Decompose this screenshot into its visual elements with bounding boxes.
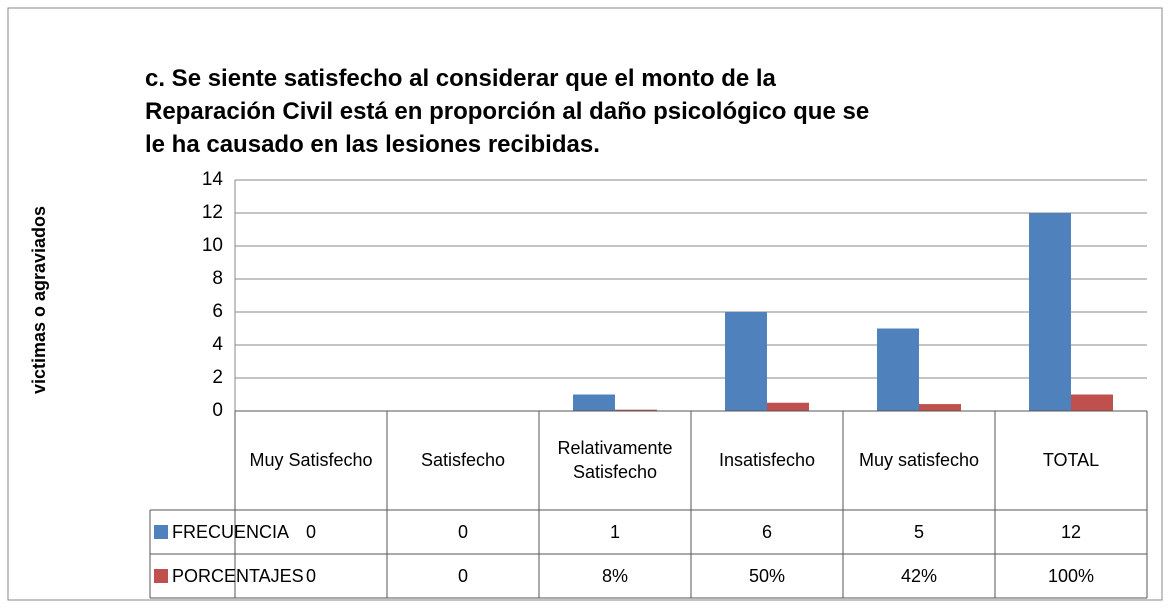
table-value: 1 (610, 522, 620, 542)
bar (1071, 394, 1113, 411)
x-tick-label-box: Muy satisfecho (858, 449, 980, 470)
bar (615, 409, 657, 411)
bar (573, 394, 615, 411)
legend-label: PORCENTAJES (172, 566, 304, 586)
table-value: 50% (749, 566, 785, 586)
x-tick-label: Muy Satisfecho (249, 449, 373, 470)
x-tick-label: Insatisfecho (718, 449, 816, 470)
y-tick-label: 6 (212, 301, 223, 322)
legend-key (154, 569, 168, 583)
y-tick-label: 0 (212, 400, 223, 421)
table-value: 42% (901, 566, 937, 586)
bar (767, 402, 809, 411)
y-axis-label: victimas o agraviados (29, 206, 49, 394)
x-tick-label: TOTAL (1042, 449, 1100, 470)
y-tick-label: 12 (202, 202, 223, 223)
table-value: 8% (602, 566, 628, 586)
x-tick-label-box: Relativamente Satisfecho (557, 438, 673, 482)
table-value: 0 (306, 522, 316, 542)
bar (877, 328, 919, 411)
x-tick-label-box: Muy Satisfecho (249, 449, 373, 470)
table-value: 0 (458, 522, 468, 542)
chart-title: c. Se siente satisfecho al considerar qu… (145, 65, 870, 158)
title-box: c. Se siente satisfecho al considerar qu… (145, 65, 870, 158)
bar (725, 312, 767, 411)
y-tick-label: 2 (212, 367, 223, 388)
y-tick-label: 8 (212, 268, 223, 289)
y-tick-label: 14 (202, 169, 224, 190)
legend-label: FRECUENCIA (172, 522, 289, 542)
bar (1029, 213, 1071, 411)
table-value: 100% (1048, 566, 1094, 586)
table-value: 6 (762, 522, 772, 542)
legend-key (154, 525, 168, 539)
x-tick-label: Satisfecho (420, 449, 506, 470)
table-value: 5 (914, 522, 924, 542)
table-value: 12 (1061, 522, 1081, 542)
x-tick-label-box: Insatisfecho (718, 449, 816, 470)
y-tick-label: 10 (202, 235, 223, 256)
chart-frame (7, 7, 1163, 601)
x-tick-label: Relativamente Satisfecho (557, 438, 673, 482)
x-tick-label: Muy satisfecho (858, 449, 980, 470)
y-tick-label: 4 (212, 334, 223, 355)
x-tick-label-box: TOTAL (1042, 449, 1100, 470)
table-value: 0 (458, 566, 468, 586)
table-value: 0 (306, 566, 316, 586)
x-tick-label-box: Satisfecho (420, 449, 506, 470)
bar (919, 404, 961, 411)
